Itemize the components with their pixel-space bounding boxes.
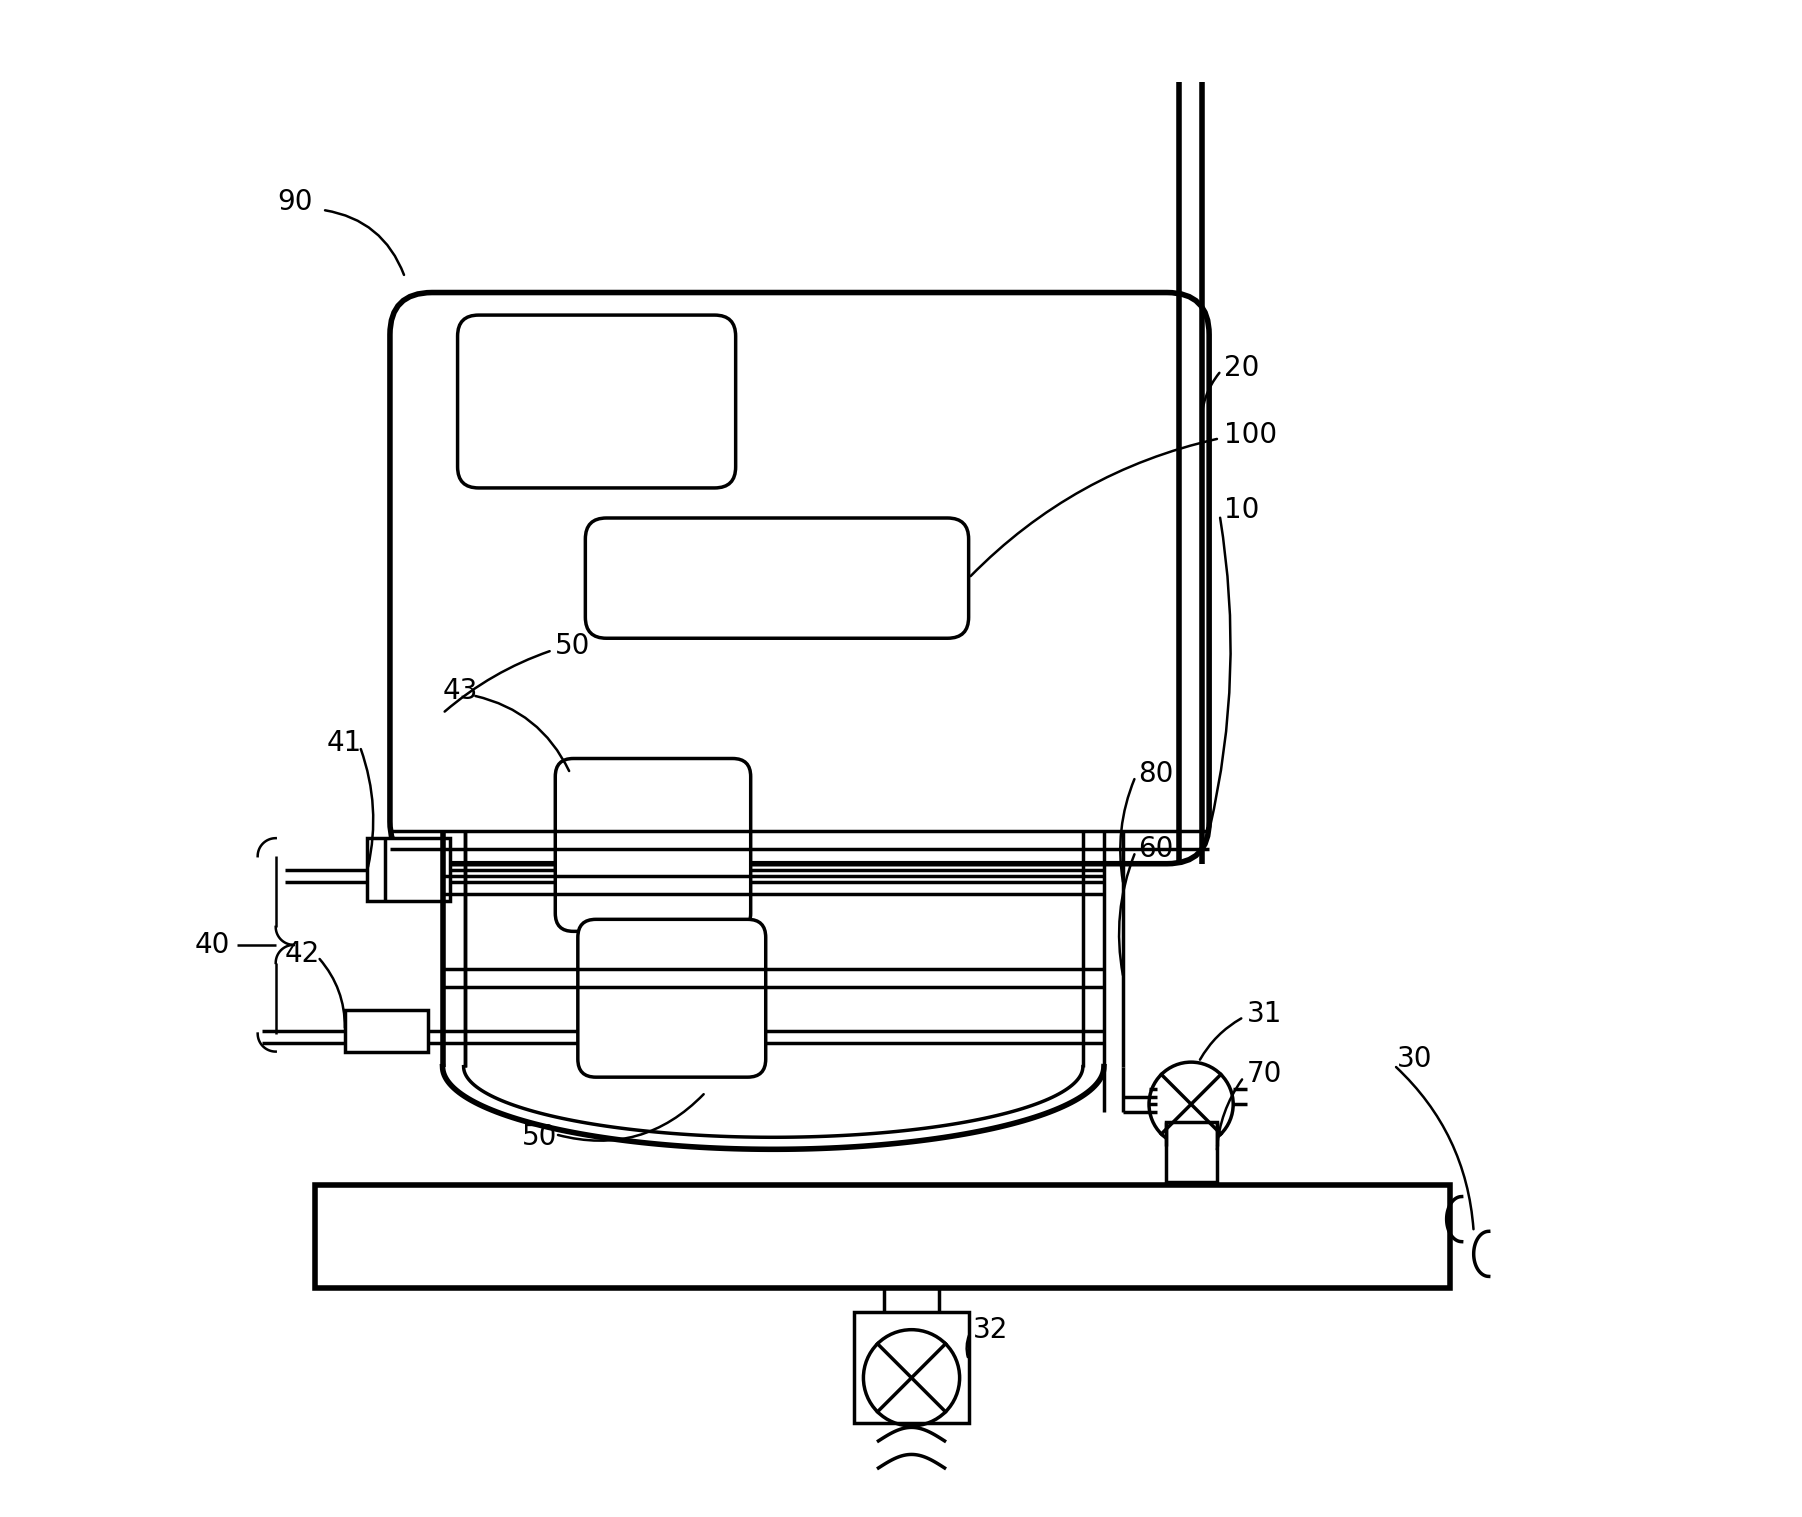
Text: 32: 32 xyxy=(973,1315,1009,1344)
Text: 90: 90 xyxy=(278,188,314,217)
Text: 60: 60 xyxy=(1139,834,1173,863)
Text: 43: 43 xyxy=(443,677,478,705)
Bar xyxy=(368,839,450,901)
Text: 30: 30 xyxy=(1397,1045,1433,1073)
Text: 80: 80 xyxy=(1139,760,1173,787)
Bar xyxy=(344,1009,427,1051)
FancyBboxPatch shape xyxy=(458,316,735,488)
FancyBboxPatch shape xyxy=(555,758,751,931)
Text: 41: 41 xyxy=(326,730,362,757)
Text: 10: 10 xyxy=(1224,496,1260,525)
Bar xyxy=(854,1312,969,1423)
Bar xyxy=(1166,1123,1216,1182)
Bar xyxy=(315,1185,1449,1288)
Text: 40: 40 xyxy=(195,931,231,959)
Text: 100: 100 xyxy=(1224,422,1278,449)
FancyBboxPatch shape xyxy=(586,517,969,639)
FancyBboxPatch shape xyxy=(389,293,1209,863)
Text: 42: 42 xyxy=(285,941,321,968)
Text: 20: 20 xyxy=(1224,353,1260,382)
Text: 31: 31 xyxy=(1247,1000,1281,1029)
Text: 70: 70 xyxy=(1247,1060,1281,1088)
FancyBboxPatch shape xyxy=(578,919,766,1077)
Text: 50: 50 xyxy=(523,1123,557,1151)
Text: 50: 50 xyxy=(555,631,591,660)
